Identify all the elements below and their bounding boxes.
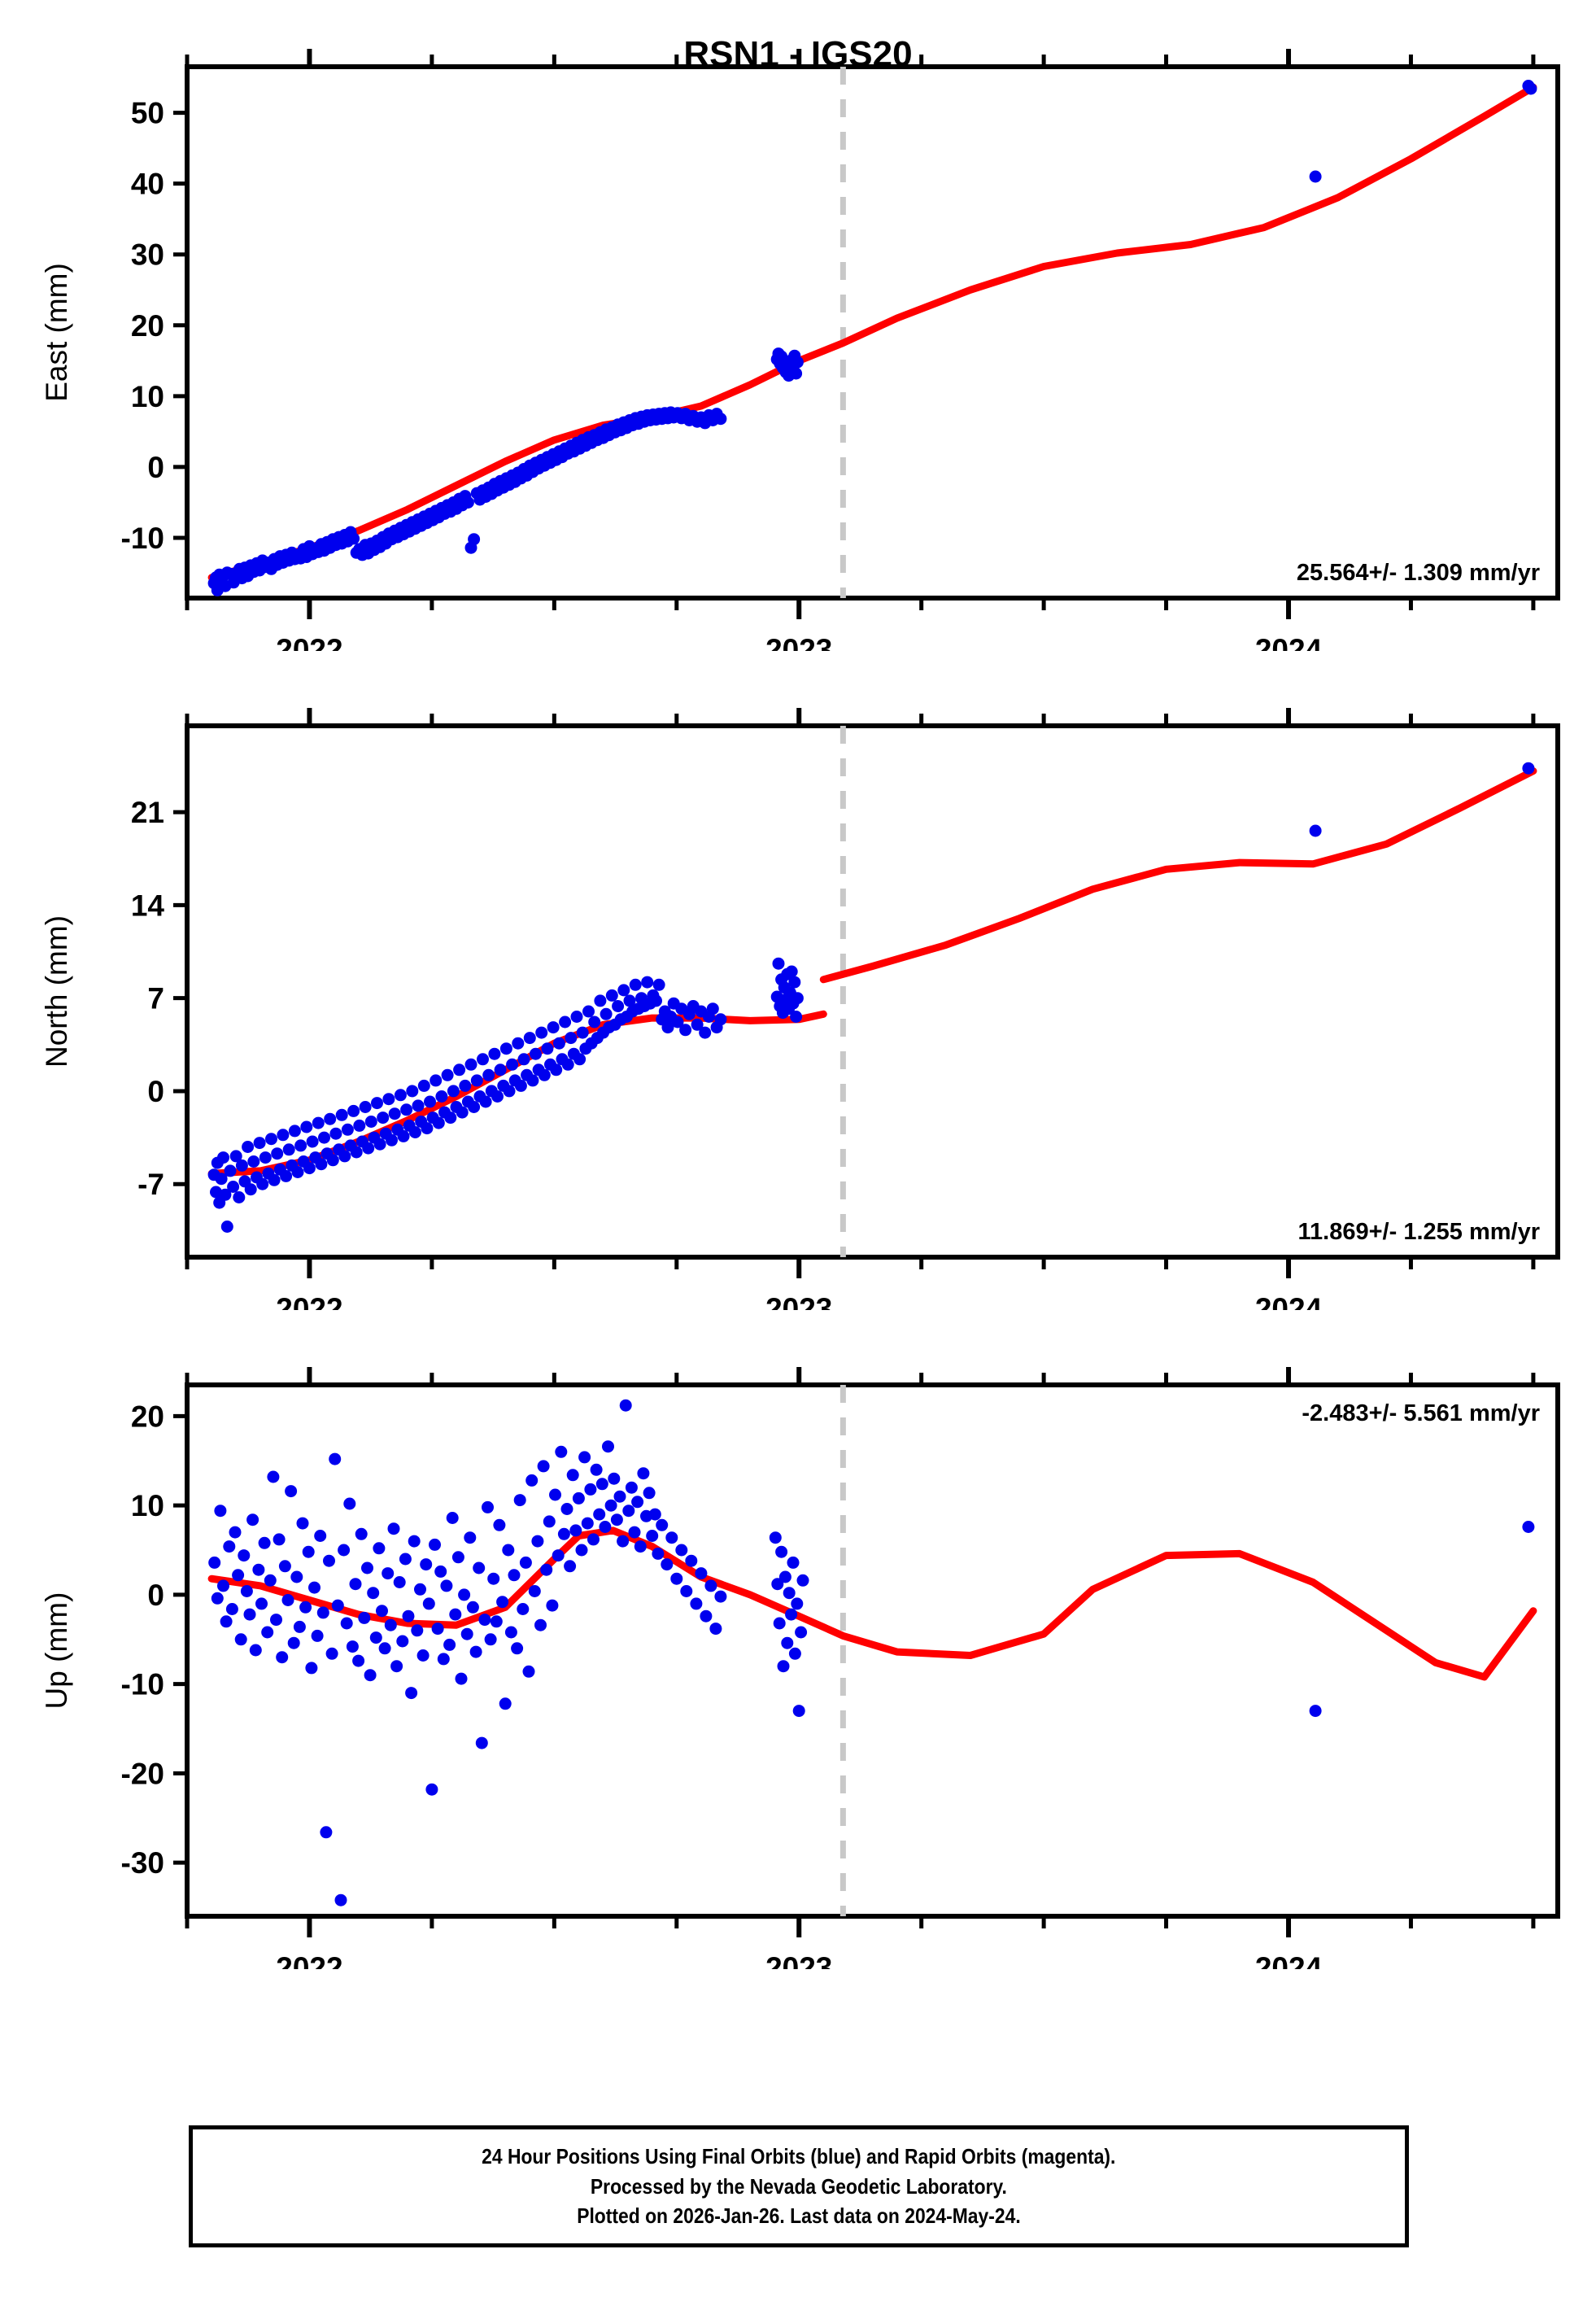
caption-line-2: Processed by the Nevada Geodetic Laborat… xyxy=(590,2173,1007,2199)
panel-east: 50 40 30 20 10 0 -10 East (mm) 2022 2023 2024 25.56… xyxy=(0,49,1596,651)
y-tick-label: 0 xyxy=(147,1075,164,1108)
y-tick-label: 14 xyxy=(131,889,165,922)
y-tick-label: 10 xyxy=(131,380,164,413)
y-axis-label: Up (mm) xyxy=(40,1592,73,1710)
panel-north: 21 14 7 0 -7 North (mm) 2022 2023 2024 11.869+/- … xyxy=(0,708,1596,1310)
y-tick-label: -10 xyxy=(121,1668,164,1701)
y-axis-label: East (mm) xyxy=(40,263,73,402)
y-tick-label: 50 xyxy=(131,97,164,130)
scatter-points xyxy=(207,762,1535,1233)
rate-annotation: 11.869+/- 1.255 mm/yr xyxy=(1298,1219,1540,1245)
chart-north: 21 14 7 0 -7 North (mm) 2022 2023 2024 11.869+/- … xyxy=(40,708,1560,1310)
y-tick-label: 21 xyxy=(131,796,164,829)
chart-up: 20 10 0 -10 -20 -30 Up (mm) 2022 2023 2024 -2.483+… xyxy=(40,1367,1560,1969)
rate-annotation: -2.483+/- 5.561 mm/yr xyxy=(1302,1400,1540,1426)
plot-frame xyxy=(185,1382,1560,1919)
y-tick-label: 20 xyxy=(131,309,164,343)
y-tick-label: 40 xyxy=(131,168,164,201)
x-tick-label: 2024 xyxy=(1255,1292,1323,1310)
y-tick-label: -10 xyxy=(121,522,164,555)
trend-line xyxy=(819,767,1537,984)
y-tick-label: 0 xyxy=(147,1579,164,1612)
trend-line xyxy=(207,1526,1537,1681)
y-tick-label: 0 xyxy=(147,451,164,484)
x-tick-label: 2022 xyxy=(276,1951,342,1969)
rate-annotation: 25.564+/- 1.309 mm/yr xyxy=(1297,560,1540,586)
chart-east: 50 40 30 20 10 0 -10 East (mm) 2022 2023 2024 25.56… xyxy=(40,49,1560,651)
x-tick-label: 2022 xyxy=(276,633,342,651)
caption-line-3: Plotted on 2026-Jan-26. Last data on 202… xyxy=(577,2203,1021,2229)
x-tick-label: 2023 xyxy=(765,633,832,651)
y-axis-label: North (mm) xyxy=(40,915,73,1068)
y-tick-label: 30 xyxy=(131,238,164,272)
x-tick-label: 2024 xyxy=(1255,633,1323,651)
y-tick-label: -20 xyxy=(121,1757,164,1790)
x-tick-label: 2023 xyxy=(765,1292,832,1310)
trend-line xyxy=(207,83,1537,582)
y-tick-label: -30 xyxy=(121,1846,164,1880)
plot-frame xyxy=(185,723,1560,1260)
y-tick-label: -7 xyxy=(137,1168,164,1201)
caption-box: 24 Hour Positions Using Final Orbits (bl… xyxy=(189,2125,1409,2247)
panel-up: 20 10 0 -10 -20 -30 Up (mm) 2022 2023 2024 -2.483+… xyxy=(0,1367,1596,1969)
y-tick-label: 10 xyxy=(131,1489,164,1522)
y-tick-label: 7 xyxy=(147,982,164,1015)
y-tick-label: 20 xyxy=(131,1400,164,1433)
x-tick-label: 2024 xyxy=(1255,1951,1323,1969)
x-tick-label: 2023 xyxy=(765,1951,832,1969)
x-tick-label: 2022 xyxy=(276,1292,342,1310)
scatter-points xyxy=(208,1399,1535,1906)
caption-line-1: 24 Hour Positions Using Final Orbits (bl… xyxy=(482,2144,1116,2169)
scatter-points xyxy=(207,80,1537,596)
